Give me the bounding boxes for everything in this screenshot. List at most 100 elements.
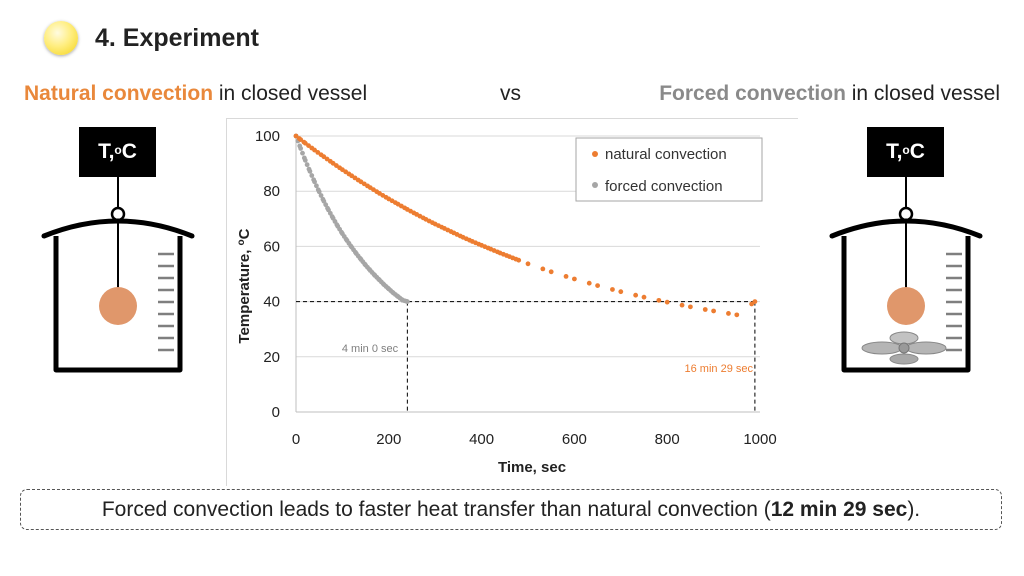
beaker-body [841,236,971,373]
data-point [633,292,639,298]
data-point [734,312,740,318]
tlabel-text: T, [886,140,903,163]
subtitle-vs: vs [500,82,521,105]
legend-label-forced: forced convection [605,178,723,195]
beaker-body [53,236,183,373]
x-tick-labels: 0 200 400 600 800 1000 [292,431,777,448]
data-point [548,269,554,275]
data-point [752,299,758,304]
chart-frame-top [226,118,798,119]
annotation-forced-time: 4 min 0 sec [342,343,399,355]
y-tick-label: 100 [255,128,280,145]
x-tick-label: 200 [376,431,401,448]
heated-ball-forced [887,287,925,325]
subtitle-natural-strong: Natural convection [24,82,214,105]
legend-label-natural: natural convection [605,146,727,163]
data-point [702,307,708,312]
annotation-natural-time: 16 min 29 sec [685,363,754,375]
data-point [321,198,327,204]
chart-frame-left [226,118,227,486]
data-point [318,193,324,198]
data-point [586,280,592,286]
data-point [312,179,317,185]
data-point [641,294,647,300]
data-point [595,283,600,288]
data-point [656,297,662,303]
y-tick-label: 80 [263,183,280,200]
tlabel-unit: C [121,140,137,163]
thermometer-ring [110,206,126,222]
beaker-icon [41,176,195,373]
y-tick-label: 40 [263,294,280,311]
yellow-circle-bullet-icon [44,21,78,55]
chart-guides [296,301,756,412]
x-tick-label: 400 [469,431,494,448]
x-axis-label: Time, sec [498,459,566,476]
data-point [664,299,670,305]
series-natural-convection [293,133,758,318]
data-point [293,133,299,139]
y-tick-label: 60 [263,238,280,255]
beaker-scale-marks [158,252,174,352]
subtitle-natural-rest: in closed vessel [213,82,368,105]
data-point [404,299,410,304]
tlabel-unit: C [909,140,925,163]
data-point [316,189,322,195]
tlabel-text: T, [98,140,115,163]
conclusion-box: Forced convection leads to faster heat t… [20,489,1002,530]
heated-ball-natural [99,287,137,325]
conclusion-suffix: ). [907,497,921,521]
subtitle-forced-strong: Forced convection [659,82,846,105]
data-point [298,146,304,151]
legend-box [575,137,763,202]
data-point [314,183,319,189]
data-point [572,276,577,282]
beaker-scale-marks [946,252,962,352]
beaker-icon [829,176,983,373]
subtitle-forced-rest: in closed vessel [845,82,1000,105]
data-point [304,162,310,168]
conclusion-prefix: Forced convection leads to faster heat t… [101,497,771,521]
data-point [679,302,685,308]
data-point [540,266,546,272]
data-point [726,311,731,316]
propeller-fan-icon [861,331,947,365]
legend-marker-natural [592,151,598,157]
x-tick-label: 600 [562,431,587,448]
subtitle-natural: Natural convection in closed vessel [24,82,367,106]
tlabel-degree: o [114,143,122,157]
x-tick-label: 0 [292,431,300,448]
y-tick-labels: 0 20 40 60 80 100 [255,128,280,421]
y-tick-label: 0 [272,404,280,421]
data-point [323,202,329,208]
data-point [516,257,522,263]
data-point [610,287,615,292]
data-point [307,168,313,174]
beaker-lid [829,218,983,239]
thermometer-ring [898,206,914,222]
data-point [300,150,305,156]
data-point [618,289,624,295]
beaker-lid [41,218,195,239]
temperature-chart: 0 20 40 60 80 100 0 200 400 600 800 1000 Temperatu… [236,128,777,476]
x-tick-label: 800 [655,431,680,448]
subtitle-forced: Forced convection in closed vessel [659,82,1000,106]
data-point [563,273,569,279]
x-tick-label: 1000 [743,431,776,448]
data-point [309,173,315,178]
conclusion-bold-time: 12 min 29 sec [770,497,908,521]
y-axis-label: Temperature, oC [236,228,254,343]
y-tick-label: 20 [263,349,280,366]
data-point [711,308,716,314]
data-point [525,261,531,267]
series-forced-convection [293,133,410,304]
legend-marker-forced [592,182,598,188]
data-point [298,137,304,142]
slide-title: 4. Experiment [95,24,259,52]
chart-legend: natural convection forced convection [575,137,763,202]
data-point [688,304,693,310]
data-point [302,157,308,163]
tlabel-degree: o [902,143,910,157]
